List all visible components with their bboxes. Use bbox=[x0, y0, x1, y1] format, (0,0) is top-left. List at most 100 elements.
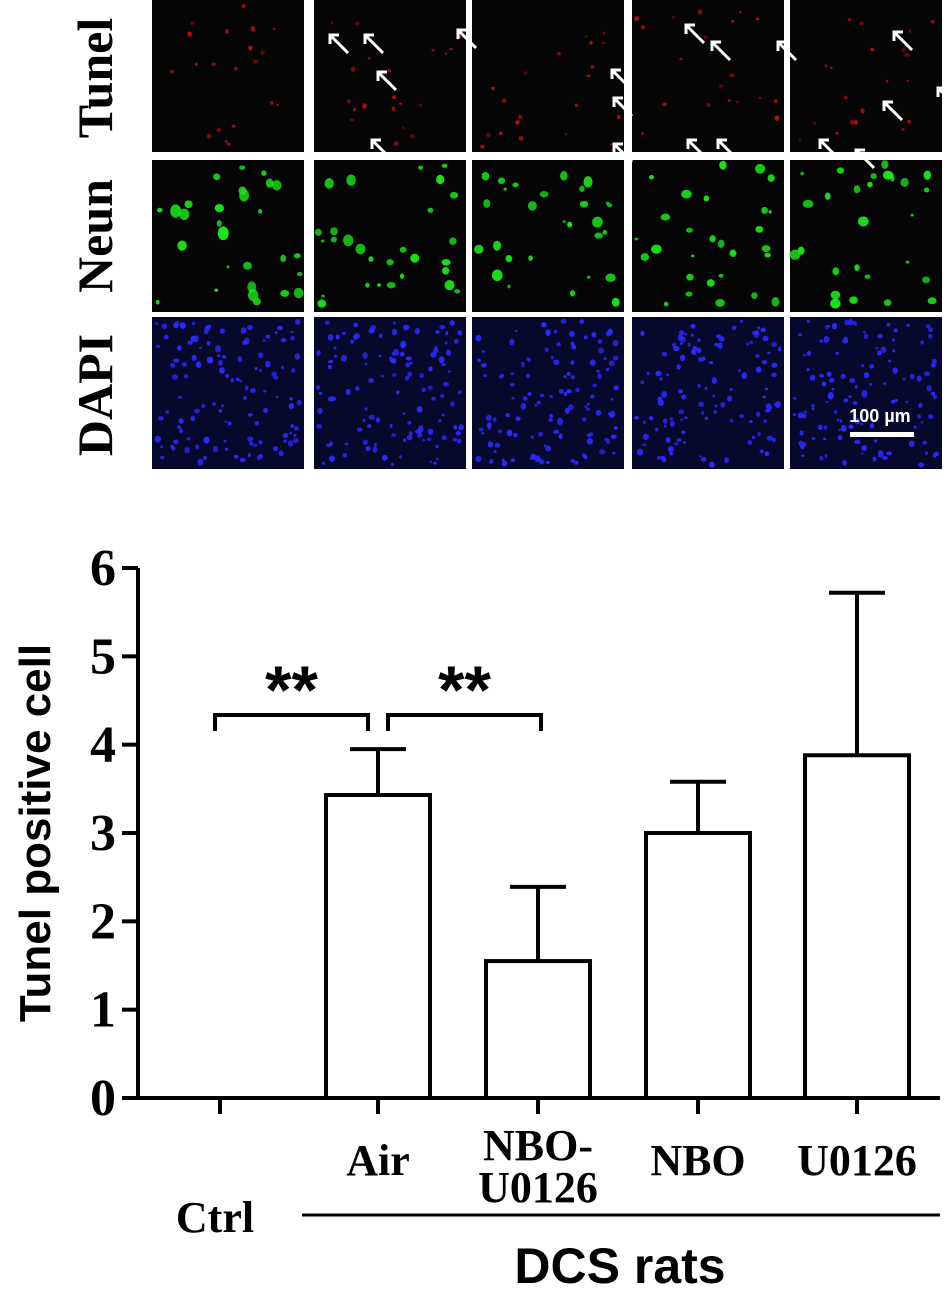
panel-background bbox=[632, 317, 784, 469]
cell-spot bbox=[203, 329, 209, 335]
row-label-dapi: DAPI bbox=[67, 334, 123, 456]
cell-spot bbox=[522, 396, 528, 401]
cell-spot bbox=[566, 389, 572, 394]
cell-spot bbox=[444, 52, 447, 55]
panel-tunel-3 bbox=[472, 0, 624, 152]
cell-spot bbox=[918, 462, 925, 468]
cell-spot bbox=[216, 220, 222, 227]
cell-spot bbox=[586, 74, 591, 78]
cell-spot bbox=[510, 458, 516, 463]
cell-spot bbox=[872, 456, 877, 462]
cell-spot bbox=[640, 25, 646, 30]
cell-spot bbox=[493, 240, 502, 251]
cell-spot bbox=[927, 297, 937, 305]
cell-spot bbox=[534, 455, 541, 463]
cell-spot bbox=[799, 430, 804, 436]
cell-spot bbox=[859, 21, 864, 26]
cell-spot bbox=[507, 284, 511, 289]
cell-spot bbox=[690, 323, 696, 329]
cell-spot bbox=[213, 173, 221, 181]
cell-spot bbox=[920, 421, 924, 424]
cell-spot bbox=[539, 191, 549, 198]
cell-spot bbox=[290, 330, 294, 334]
cell-spot bbox=[747, 440, 753, 445]
cell-spot bbox=[569, 290, 575, 297]
cell-spot bbox=[609, 413, 614, 418]
cell-spot bbox=[591, 331, 597, 338]
cell-spot bbox=[254, 366, 258, 371]
cell-spot bbox=[249, 388, 256, 393]
cell-spot bbox=[882, 170, 894, 180]
cell-spot bbox=[755, 354, 760, 358]
cell-spot bbox=[233, 454, 239, 459]
cell-spot bbox=[676, 364, 681, 370]
cell-spot bbox=[475, 334, 482, 342]
cell-spot bbox=[327, 364, 332, 370]
cell-spot bbox=[373, 442, 377, 447]
cell-spot bbox=[597, 373, 602, 379]
cell-spot bbox=[391, 351, 396, 356]
cell-spot bbox=[683, 416, 688, 420]
cell-spot bbox=[368, 377, 375, 383]
cell-spot bbox=[553, 329, 558, 334]
cell-spot bbox=[679, 57, 683, 61]
cell-spot bbox=[237, 356, 243, 362]
cell-spot bbox=[678, 409, 684, 415]
cell-spot bbox=[918, 403, 923, 408]
cell-spot bbox=[435, 329, 440, 334]
panel-neun-1 bbox=[152, 160, 304, 312]
cell-spot bbox=[261, 170, 267, 176]
cell-spot bbox=[661, 351, 668, 357]
cell-spot bbox=[156, 207, 163, 213]
cell-spot bbox=[867, 181, 873, 188]
cell-spot bbox=[280, 338, 287, 343]
cell-spot bbox=[592, 216, 603, 228]
cell-spot bbox=[276, 325, 283, 331]
cell-spot bbox=[669, 417, 674, 421]
cell-spot bbox=[221, 355, 226, 359]
cell-spot bbox=[165, 410, 170, 414]
cell-spot bbox=[823, 336, 830, 343]
cell-spot bbox=[830, 290, 841, 300]
panel-tunel-5 bbox=[790, 0, 942, 152]
cell-spot bbox=[925, 324, 931, 329]
cell-spot bbox=[350, 118, 354, 122]
cell-spot bbox=[184, 446, 190, 454]
cell-spot bbox=[521, 361, 525, 365]
cell-spot bbox=[553, 359, 560, 366]
cell-spot bbox=[271, 371, 277, 377]
arrow-marker bbox=[370, 138, 392, 160]
cell-spot bbox=[169, 69, 175, 74]
cell-spot bbox=[431, 396, 436, 401]
cell-spot bbox=[259, 368, 263, 373]
category-label-2: NBO-U0126 bbox=[478, 1121, 598, 1212]
cell-spot bbox=[410, 253, 420, 263]
cell-spot bbox=[335, 334, 340, 340]
cell-spot bbox=[239, 165, 246, 170]
cell-spot bbox=[892, 349, 896, 353]
cell-spot bbox=[730, 418, 734, 423]
cell-spot bbox=[441, 413, 445, 417]
cell-spot bbox=[662, 418, 668, 424]
cell-spot bbox=[678, 330, 685, 336]
cell-spot bbox=[771, 372, 777, 378]
cell-spot bbox=[219, 366, 225, 374]
cell-spot bbox=[590, 394, 595, 399]
cell-spot bbox=[441, 362, 446, 367]
cell-spot bbox=[719, 160, 727, 170]
cell-spot bbox=[609, 143, 613, 146]
cell-spot bbox=[755, 17, 760, 21]
cell-spot bbox=[392, 321, 396, 325]
cell-spot bbox=[444, 280, 455, 291]
cell-spot bbox=[923, 371, 930, 377]
cell-spot bbox=[433, 347, 439, 354]
arrow-marker bbox=[456, 28, 478, 50]
cell-spot bbox=[909, 373, 915, 380]
cell-spot bbox=[569, 331, 575, 338]
cell-spot bbox=[191, 354, 197, 361]
cell-spot bbox=[247, 289, 259, 302]
cell-spot bbox=[362, 352, 368, 359]
cell-spot bbox=[771, 297, 780, 307]
cell-spot bbox=[530, 435, 534, 439]
cell-spot bbox=[671, 342, 677, 348]
